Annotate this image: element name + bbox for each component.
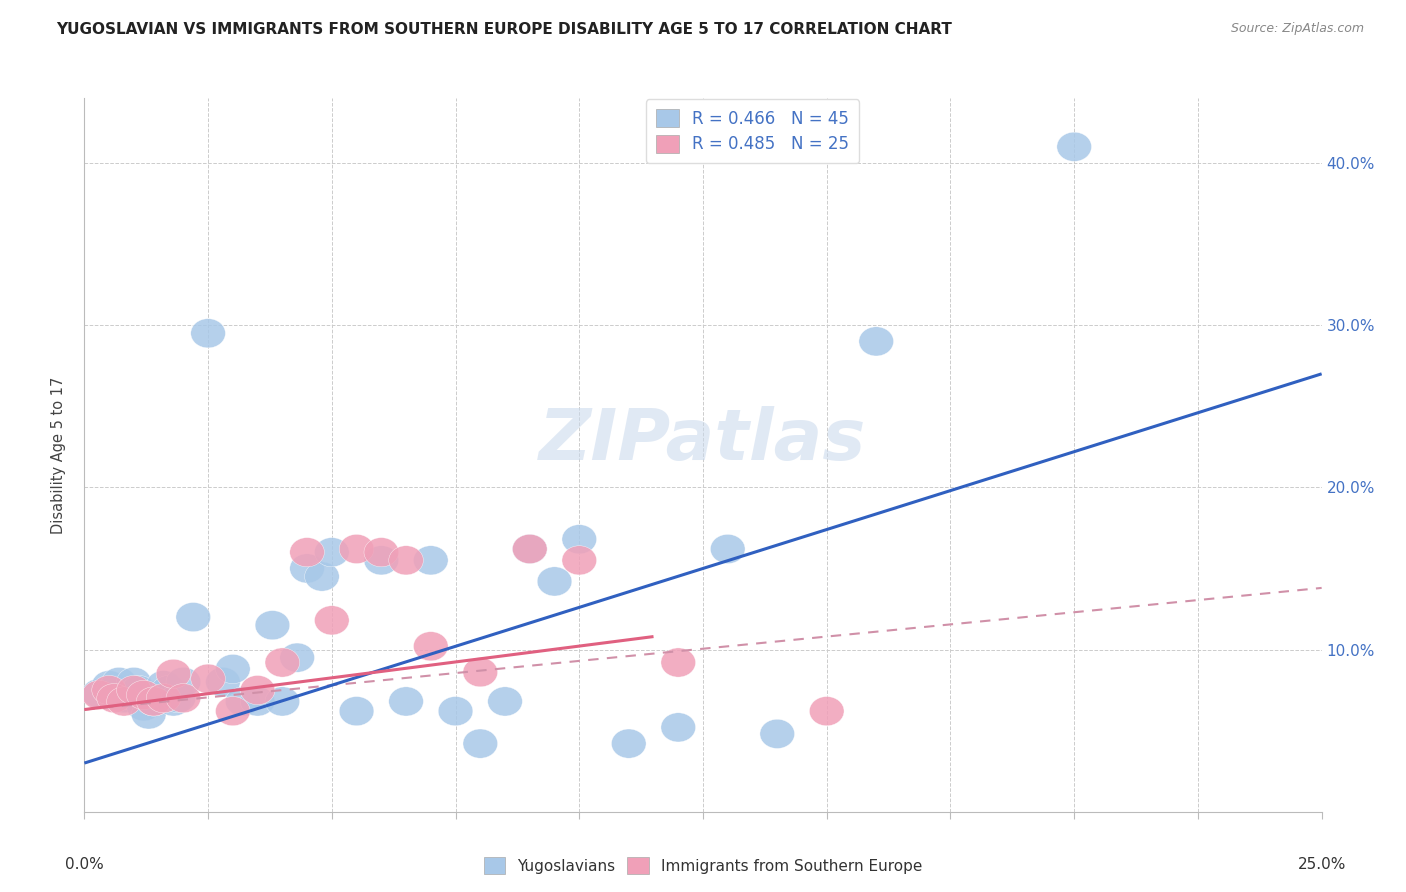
Ellipse shape	[176, 602, 211, 632]
Ellipse shape	[562, 524, 596, 554]
Ellipse shape	[315, 538, 349, 566]
Ellipse shape	[131, 700, 166, 729]
Ellipse shape	[121, 675, 156, 705]
Ellipse shape	[156, 687, 191, 716]
Ellipse shape	[107, 683, 141, 713]
Ellipse shape	[388, 546, 423, 575]
Ellipse shape	[82, 681, 117, 709]
Ellipse shape	[97, 675, 131, 705]
Ellipse shape	[111, 681, 146, 709]
Ellipse shape	[152, 675, 186, 705]
Ellipse shape	[388, 687, 423, 716]
Text: ZIPatlas: ZIPatlas	[540, 406, 866, 475]
Ellipse shape	[339, 697, 374, 726]
Ellipse shape	[162, 683, 195, 713]
Ellipse shape	[810, 697, 844, 726]
Ellipse shape	[215, 655, 250, 683]
Ellipse shape	[463, 657, 498, 687]
Ellipse shape	[512, 534, 547, 564]
Ellipse shape	[512, 534, 547, 564]
Ellipse shape	[205, 667, 240, 697]
Ellipse shape	[254, 611, 290, 640]
Ellipse shape	[562, 546, 596, 575]
Y-axis label: Disability Age 5 to 17: Disability Age 5 to 17	[51, 376, 66, 533]
Ellipse shape	[364, 538, 399, 566]
Ellipse shape	[166, 667, 201, 697]
Ellipse shape	[146, 671, 181, 700]
Ellipse shape	[91, 675, 127, 705]
Ellipse shape	[117, 667, 152, 697]
Text: Source: ZipAtlas.com: Source: ZipAtlas.com	[1230, 22, 1364, 36]
Ellipse shape	[166, 683, 201, 713]
Ellipse shape	[305, 562, 339, 591]
Text: 25.0%: 25.0%	[1298, 857, 1346, 872]
Ellipse shape	[136, 687, 172, 716]
Ellipse shape	[290, 538, 325, 566]
Ellipse shape	[661, 648, 696, 677]
Ellipse shape	[759, 719, 794, 748]
Ellipse shape	[537, 566, 572, 596]
Ellipse shape	[439, 697, 472, 726]
Ellipse shape	[91, 671, 127, 700]
Ellipse shape	[364, 546, 399, 575]
Ellipse shape	[127, 691, 162, 721]
Ellipse shape	[413, 546, 449, 575]
Ellipse shape	[315, 606, 349, 635]
Ellipse shape	[117, 675, 152, 705]
Ellipse shape	[141, 681, 176, 709]
Ellipse shape	[136, 687, 172, 716]
Ellipse shape	[191, 318, 225, 348]
Ellipse shape	[191, 665, 225, 693]
Text: YUGOSLAVIAN VS IMMIGRANTS FROM SOUTHERN EUROPE DISABILITY AGE 5 TO 17 CORRELATIO: YUGOSLAVIAN VS IMMIGRANTS FROM SOUTHERN …	[56, 22, 952, 37]
Ellipse shape	[97, 683, 131, 713]
Ellipse shape	[612, 729, 647, 758]
Ellipse shape	[146, 683, 181, 713]
Ellipse shape	[264, 687, 299, 716]
Ellipse shape	[280, 643, 315, 673]
Ellipse shape	[107, 687, 141, 716]
Ellipse shape	[240, 687, 276, 716]
Ellipse shape	[225, 687, 260, 716]
Legend: Yugoslavians, Immigrants from Southern Europe: Yugoslavians, Immigrants from Southern E…	[478, 851, 928, 880]
Ellipse shape	[101, 667, 136, 697]
Ellipse shape	[215, 697, 250, 726]
Ellipse shape	[1057, 132, 1091, 161]
Ellipse shape	[156, 659, 191, 689]
Ellipse shape	[488, 687, 523, 716]
Ellipse shape	[240, 675, 276, 705]
Ellipse shape	[661, 713, 696, 742]
Ellipse shape	[82, 679, 117, 708]
Ellipse shape	[413, 632, 449, 661]
Ellipse shape	[463, 729, 498, 758]
Ellipse shape	[290, 554, 325, 583]
Ellipse shape	[339, 534, 374, 564]
Legend: R = 0.466   N = 45, R = 0.485   N = 25: R = 0.466 N = 45, R = 0.485 N = 25	[645, 99, 859, 163]
Text: 0.0%: 0.0%	[65, 857, 104, 872]
Ellipse shape	[859, 326, 894, 356]
Ellipse shape	[710, 534, 745, 564]
Ellipse shape	[127, 681, 162, 709]
Ellipse shape	[264, 648, 299, 677]
